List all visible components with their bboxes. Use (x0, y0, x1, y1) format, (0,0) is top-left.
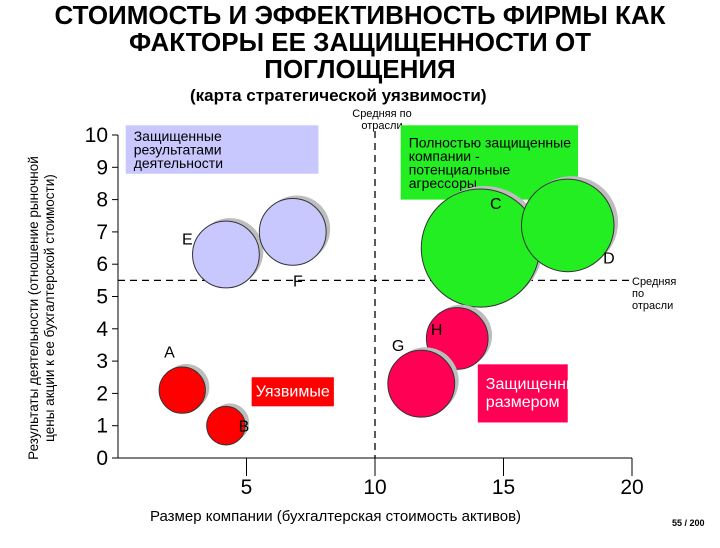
data-point-label: B (239, 419, 250, 436)
y-tick-label: 4 (96, 318, 108, 341)
y-tick-label: 2 (96, 382, 108, 405)
title-line: СТОИМОСТЬ И ЭФФЕКТИВНОСТЬ ФИРМЫ КАК (54, 0, 666, 30)
data-point-b (206, 405, 246, 446)
data-point-e (192, 220, 260, 289)
y-tick-label: 10 (85, 124, 108, 147)
y-tick-label: 6 (96, 253, 108, 276)
category-box-label: Уязвимые (256, 383, 330, 400)
category-box-label: агрессоры (409, 175, 477, 191)
category-box-label: Защищенные (486, 376, 587, 393)
y-tick-label: 7 (96, 221, 108, 244)
data-point-label: A (164, 344, 175, 361)
data-point-label: E (182, 231, 193, 248)
average-y-label: Средняя по отрасли (632, 276, 676, 312)
data-point-d (520, 178, 615, 273)
data-point-c (420, 188, 540, 308)
category-box-label: потенциальные (409, 161, 511, 177)
category-box (125, 125, 319, 174)
data-point-f (258, 197, 327, 266)
y-tick-label: 3 (96, 350, 108, 373)
average-y-label-line: по (632, 288, 645, 300)
data-point-label: F (293, 273, 303, 290)
chart-subtitle: (карта стратегической уязвимости) (190, 86, 487, 105)
y-tick-label: 1 (96, 415, 108, 438)
data-point-label: C (490, 196, 502, 213)
x-tick-label: 10 (363, 476, 386, 499)
data-point-label: D (603, 251, 615, 268)
average-x-label-line: Средняя по (352, 108, 412, 120)
category-box-label: Защищенные (134, 128, 222, 144)
title-line: ФАКТОРЫ ЕЕ ЗАЩИЩЕННОСТИ ОТ (128, 27, 592, 57)
y-tick-label: 0 (96, 447, 108, 470)
average-y-label-line: Средняя (632, 276, 677, 288)
category-box-label: Полностью защищенные (409, 134, 572, 150)
x-axis-label: Размер компании (бухгалтерская стоимость… (150, 508, 522, 525)
x-tick-label: 5 (241, 476, 253, 499)
page-number: 55 / 200 (672, 518, 705, 528)
category-box-label: размером (486, 394, 560, 411)
y-tick-label: 5 (96, 286, 108, 309)
y-tick-label: 8 (96, 189, 108, 212)
category-box-label: результатами (134, 142, 222, 158)
data-point-g (387, 349, 456, 418)
average-y-label-line: отрасли (632, 300, 674, 312)
x-tick-label: 15 (492, 476, 515, 499)
average-x-label: Средняя по отрасли (332, 108, 432, 132)
average-x-label-line: отрасли (361, 120, 403, 132)
chart-title: СТОИМОСТЬ И ЭФФЕКТИВНОСТЬ ФИРМЫ КАК ФАКТ… (0, 2, 720, 83)
y-tick-label: 9 (96, 156, 108, 179)
x-tick-label: 20 (620, 476, 643, 499)
category-box (477, 364, 568, 423)
category-box (251, 377, 334, 407)
data-point-a (158, 366, 206, 414)
category-box-label: деятельности (134, 155, 223, 171)
data-point-label: G (392, 338, 404, 355)
title-line: ПОГЛОЩЕНИЯ (264, 54, 456, 84)
category-box-label: компании - (409, 148, 480, 164)
data-point-label: H (431, 322, 443, 339)
